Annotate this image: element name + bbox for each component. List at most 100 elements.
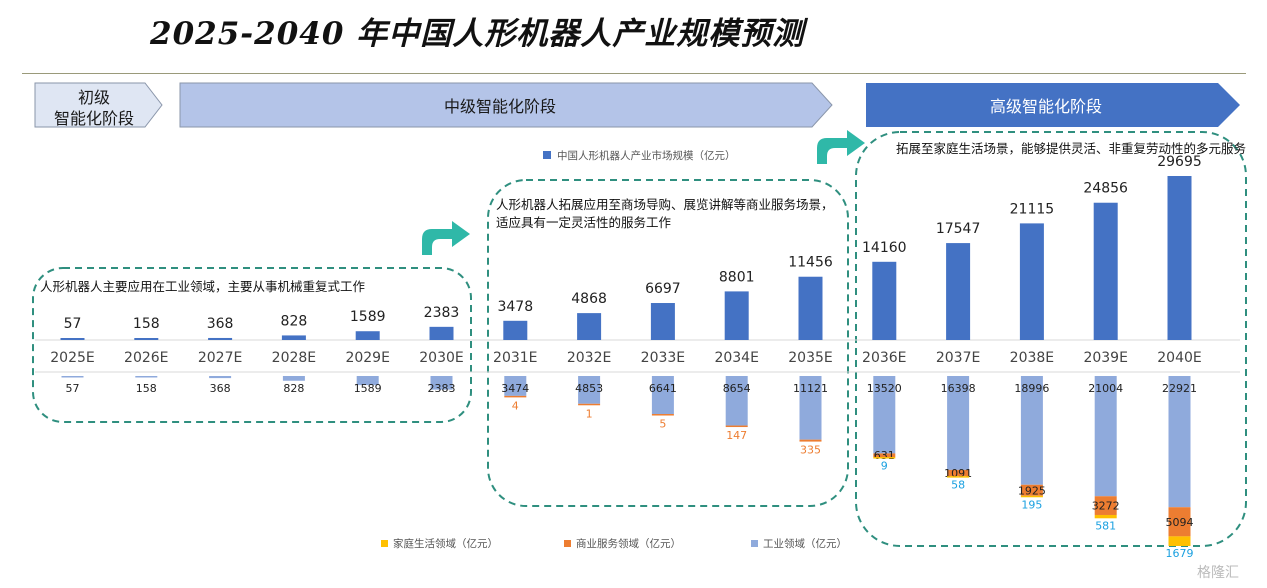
total-bar	[134, 338, 159, 340]
total-value-label: 11456	[788, 255, 833, 271]
category-label: 2038E	[1010, 350, 1054, 366]
category-label: 2032E	[567, 350, 611, 366]
total-bar	[1093, 202, 1118, 340]
total-value-label: 17547	[936, 221, 981, 237]
industrial-value-label: 57	[66, 382, 80, 395]
legend-label-industrial: 工业领域（亿元）	[763, 537, 847, 550]
industrial-bar	[209, 376, 232, 379]
industrial-value-label: 13520	[867, 382, 902, 395]
legend-swatch-total	[543, 151, 551, 159]
category-label: 2025E	[50, 350, 94, 366]
household-value-label: 9	[881, 460, 888, 473]
total-bar	[1019, 223, 1044, 340]
commercial-bar	[1094, 496, 1117, 515]
household-bar	[1020, 495, 1043, 498]
legend-swatch-industrial	[751, 540, 758, 547]
household-bar	[873, 457, 896, 459]
phase-label-primary: 初级 智能化阶段	[53, 88, 134, 128]
industrial-value-label: 6641	[649, 382, 677, 395]
commercial-bar	[873, 453, 896, 458]
total-bar	[503, 320, 528, 340]
commercial-bar	[504, 395, 527, 398]
category-label: 2033E	[641, 350, 685, 366]
commercial-bar	[578, 403, 601, 406]
industrial-bar	[873, 376, 896, 454]
legend-swatch-commercial	[564, 540, 571, 547]
transition-arrow-1	[422, 221, 470, 255]
industrial-value-label: 828	[283, 382, 304, 395]
commercial-value-label: 147	[726, 429, 747, 442]
commercial-bar	[1168, 507, 1191, 537]
industrial-bar	[799, 376, 822, 440]
industrial-bar	[61, 376, 84, 378]
commercial-bar	[725, 425, 748, 428]
industrial-value-label: 21004	[1088, 382, 1123, 395]
legend-label-commercial: 商业服务领域（亿元）	[576, 537, 681, 550]
transition-arrow-2	[817, 130, 865, 164]
category-label: 2035E	[788, 350, 832, 366]
industrial-bar	[947, 376, 970, 470]
industrial-bar	[430, 376, 453, 390]
phase-label-intermediate: 中级智能化阶段	[443, 97, 556, 116]
phase-banner-intermediate	[179, 82, 833, 128]
category-label: 2037E	[936, 350, 980, 366]
household-value-label: 1679	[1166, 547, 1194, 560]
phase-banner-advanced	[866, 83, 1240, 127]
category-label: 2027E	[198, 350, 242, 366]
industrial-bar	[504, 376, 527, 396]
industrial-bar	[651, 376, 674, 415]
household-value-label: 581	[1095, 519, 1116, 532]
total-value-label: 828	[281, 313, 308, 329]
group-box-commercial	[487, 179, 849, 507]
total-value-label: 29695	[1157, 154, 1202, 170]
commercial-value-label: 4	[512, 399, 519, 412]
total-bar	[724, 291, 749, 340]
total-bar	[208, 337, 233, 340]
group-box-industrial	[32, 267, 472, 423]
category-label: 2036E	[862, 350, 906, 366]
total-bar	[650, 303, 675, 340]
category-label: 2030E	[419, 350, 463, 366]
industrial-bar	[1020, 376, 1043, 485]
total-bar	[1167, 176, 1192, 340]
commercial-value-label: 3272	[1092, 500, 1120, 513]
total-value-label: 4868	[571, 291, 607, 307]
industrial-bar	[1094, 376, 1117, 497]
legend-swatch-household	[381, 540, 388, 547]
title-rule	[22, 73, 1246, 74]
category-label: 2039E	[1083, 350, 1127, 366]
category-label: 2028E	[272, 350, 316, 366]
commercial-value-label: 1	[586, 407, 593, 420]
commercial-value-label: 5	[659, 418, 666, 431]
total-bar	[60, 338, 85, 340]
total-value-label: 8801	[719, 269, 755, 285]
industrial-value-label: 4853	[575, 382, 603, 395]
industrial-bar	[578, 376, 601, 404]
total-bar	[429, 326, 454, 340]
industrial-value-label: 1589	[354, 382, 382, 395]
total-bar	[577, 313, 602, 340]
commercial-value-label: 335	[800, 444, 821, 457]
commercial-value-label: 5094	[1166, 516, 1194, 529]
total-value-label: 24856	[1083, 181, 1128, 197]
industrial-value-label: 158	[136, 382, 157, 395]
legend-label-household: 家庭生活领域（亿元）	[393, 537, 498, 550]
total-value-label: 6697	[645, 281, 681, 297]
household-value-label: 195	[1021, 498, 1042, 511]
category-label: 2034E	[714, 350, 758, 366]
group-box-household	[855, 131, 1247, 547]
household-bar	[947, 476, 970, 478]
total-value-label: 14160	[862, 240, 907, 256]
total-value-label: 1589	[350, 309, 386, 325]
total-value-label: 3478	[497, 299, 533, 315]
industrial-bar	[135, 376, 158, 378]
note-industrial: 人形机器人主要应用在工业领域，主要从事机械重复式工作	[40, 279, 366, 294]
industrial-bar	[356, 376, 379, 386]
commercial-bar	[1020, 484, 1043, 496]
commercial-value-label: 1925	[1018, 484, 1046, 497]
household-bar	[1168, 536, 1191, 546]
legend-label-total: 中国人形机器人产业市场规模（亿元）	[557, 149, 736, 162]
total-bar	[355, 331, 380, 340]
commercial-bar	[947, 469, 970, 477]
page-title: 2025-2040 年中国人形机器人产业规模预测	[150, 16, 805, 52]
